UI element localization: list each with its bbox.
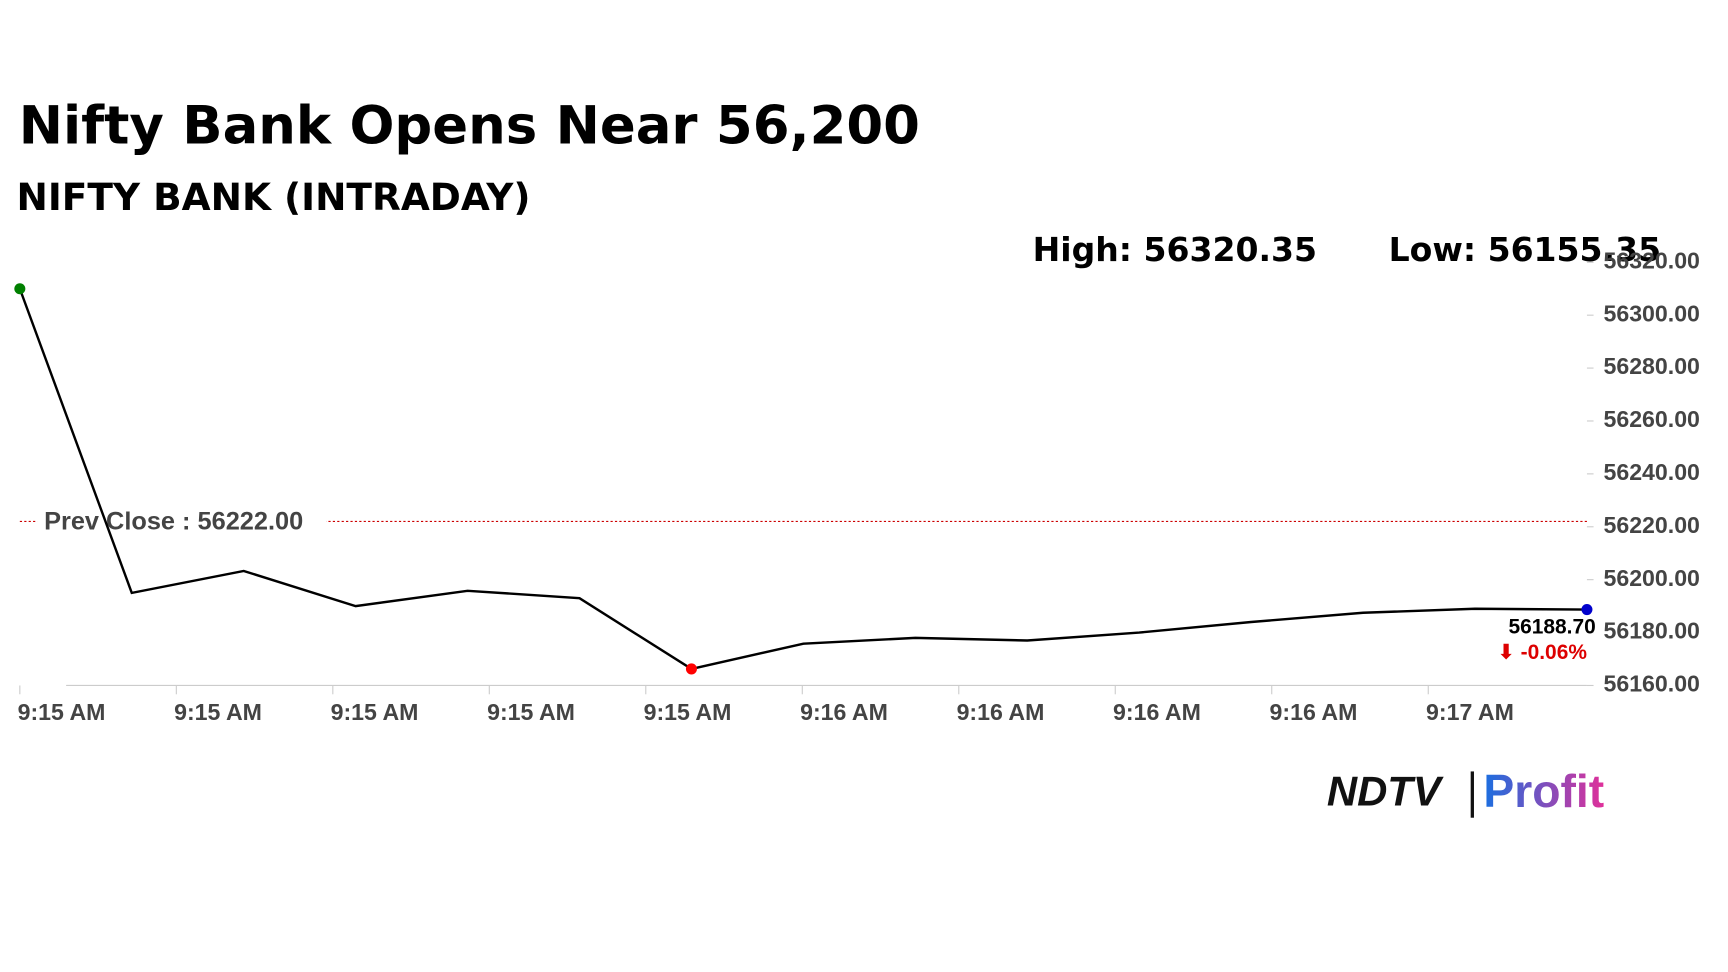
x-tick-label: 9:15 AM bbox=[487, 699, 575, 725]
marker-start bbox=[14, 283, 26, 295]
price-line bbox=[18, 288, 1587, 671]
x-tick-label: 9:15 AM bbox=[18, 699, 106, 725]
high-label: High: 56320.35 bbox=[1033, 230, 1317, 269]
marker-end bbox=[1581, 604, 1593, 616]
x-tick-label: 9:16 AM bbox=[957, 699, 1045, 725]
logo: NDTV Profit bbox=[1327, 765, 1604, 818]
prev-close-bg bbox=[37, 504, 327, 539]
y-tick-label: 56320.00 bbox=[1603, 247, 1699, 273]
y-tick-label: 56280.00 bbox=[1603, 353, 1699, 379]
y-tick-label: 56260.00 bbox=[1603, 406, 1699, 432]
change-label: ⬇ -0.06% bbox=[1497, 641, 1587, 664]
y-tick-label: 56220.00 bbox=[1603, 512, 1699, 538]
y-tick-label: 56300.00 bbox=[1603, 300, 1699, 326]
x-tick-label: 9:17 AM bbox=[1426, 699, 1514, 725]
y-tick-label: 56200.00 bbox=[1603, 565, 1699, 591]
chart-title: Nifty Bank Opens Near 56,200 bbox=[19, 96, 920, 157]
x-tick-label: 9:16 AM bbox=[800, 699, 888, 725]
prev-close-label: Prev Close : 56222.00 bbox=[44, 507, 303, 535]
x-tick-label: 9:15 AM bbox=[174, 699, 262, 725]
low-label: Low: 56155.35 bbox=[1389, 230, 1662, 269]
last-value-label: 56188.70 bbox=[1508, 616, 1595, 639]
chart-subtitle: NIFTY BANK (INTRADAY) bbox=[17, 175, 531, 219]
logo-profit: Profit bbox=[1483, 765, 1604, 817]
x-tick-label: 9:16 AM bbox=[1270, 699, 1358, 725]
logo-ndtv: NDTV bbox=[1327, 768, 1444, 815]
x-tick-label: 9:16 AM bbox=[1113, 699, 1201, 725]
y-tick-label: 56180.00 bbox=[1603, 618, 1699, 644]
y-tick-label: 56240.00 bbox=[1603, 459, 1699, 485]
x-tick-label: 9:15 AM bbox=[644, 699, 732, 725]
y-tick-label: 56160.00 bbox=[1603, 671, 1699, 697]
x-tick-label: 9:15 AM bbox=[331, 699, 419, 725]
marker-low bbox=[685, 663, 697, 675]
